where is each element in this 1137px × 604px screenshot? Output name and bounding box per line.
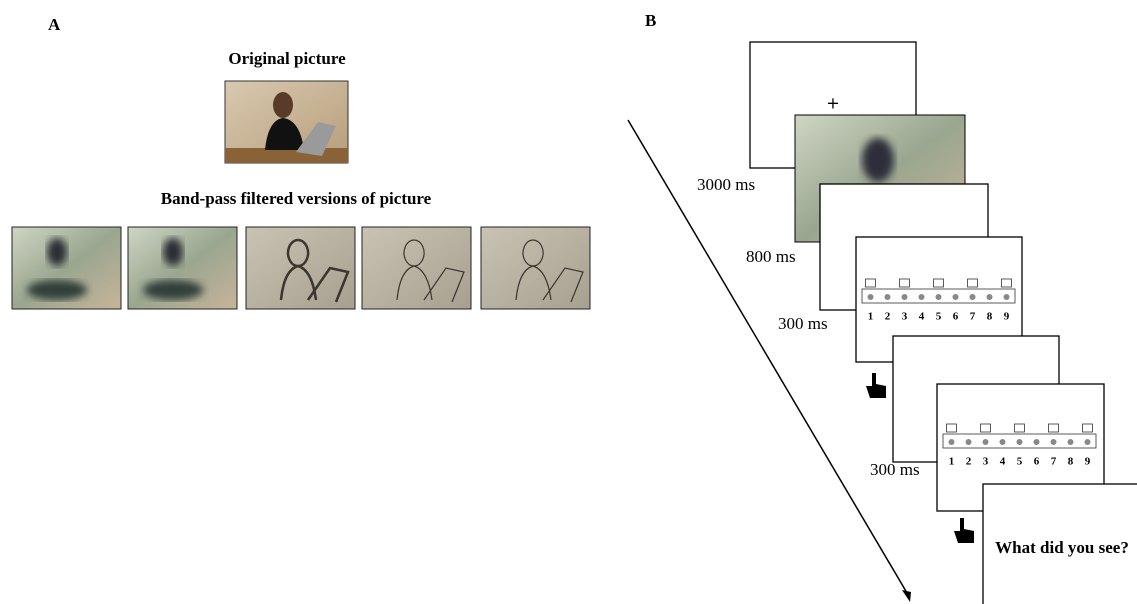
- scale-dot: [953, 294, 959, 300]
- scale-dot: [1068, 439, 1074, 445]
- scale-label: 6: [953, 311, 959, 323]
- scale-icon: [1049, 424, 1059, 432]
- scale-icon: [1015, 424, 1025, 432]
- blur-shape: [47, 238, 67, 266]
- duration: 3000 ms: [697, 175, 755, 194]
- scale-label: 1: [949, 456, 955, 468]
- duration: 300 ms: [778, 314, 828, 333]
- scale-label: 7: [970, 311, 976, 323]
- fixation-cross: +: [826, 94, 839, 113]
- scale-dot: [966, 439, 972, 445]
- scale-dot: [1017, 439, 1023, 445]
- original-picture: [225, 81, 348, 163]
- scale-dot: [949, 439, 955, 445]
- hand-icon: [954, 518, 974, 543]
- scale-dot: [936, 294, 942, 300]
- scale-dot: [983, 439, 989, 445]
- scale-icon: [968, 279, 978, 287]
- question: What did you see?: [995, 538, 1129, 557]
- scale-dot: [919, 294, 925, 300]
- scale-icon: [947, 424, 957, 432]
- panel-label: B: [645, 11, 656, 30]
- blur-shape: [143, 280, 203, 300]
- scale-dot: [1034, 439, 1040, 445]
- hand-icon: [866, 373, 886, 398]
- scale-icon: [981, 424, 991, 432]
- scale-label: 8: [987, 311, 993, 323]
- scale-dot: [1085, 439, 1091, 445]
- arrow-head: [902, 590, 911, 602]
- scale-label: 1: [868, 311, 874, 323]
- scale-icon: [1083, 424, 1093, 432]
- scale-dot: [1004, 294, 1010, 300]
- scale-label: 9: [1004, 311, 1010, 323]
- scale-dot: [885, 294, 891, 300]
- scale-label: 4: [919, 311, 925, 323]
- duration: 800 ms: [746, 247, 796, 266]
- scale-label: 8: [1068, 456, 1074, 468]
- filtered-pictures: [12, 227, 590, 309]
- scale-dot: [1000, 439, 1006, 445]
- blur-shape: [163, 238, 183, 266]
- scale-dot: [868, 294, 874, 300]
- scale-label: 7: [1051, 456, 1057, 468]
- scale-dot: [1051, 439, 1057, 445]
- scale-label: 6: [1034, 456, 1040, 468]
- filtered-title: Band-pass filtered versions of picture: [161, 189, 432, 208]
- scale-icon: [934, 279, 944, 287]
- scale-icon: [866, 279, 876, 287]
- original-title: Original picture: [228, 49, 346, 68]
- scale-label: 2: [966, 456, 972, 468]
- scale-label: 5: [936, 311, 942, 323]
- figure: A Original picture Band-pass filtered ve…: [0, 0, 1137, 604]
- scale-dot: [970, 294, 976, 300]
- panel-label: A: [48, 15, 61, 34]
- scale-dot: [902, 294, 908, 300]
- scale-label: 9: [1085, 456, 1091, 468]
- scale-label: 5: [1017, 456, 1023, 468]
- scale-label: 2: [885, 311, 891, 323]
- scale-icon: [900, 279, 910, 287]
- duration: 300 ms: [870, 460, 920, 479]
- scale-label: 4: [1000, 456, 1006, 468]
- scale-label: 3: [983, 456, 989, 468]
- scale-icon: [1002, 279, 1012, 287]
- blur-shape: [27, 280, 87, 300]
- scale-dot: [987, 294, 993, 300]
- scale-label: 3: [902, 311, 908, 323]
